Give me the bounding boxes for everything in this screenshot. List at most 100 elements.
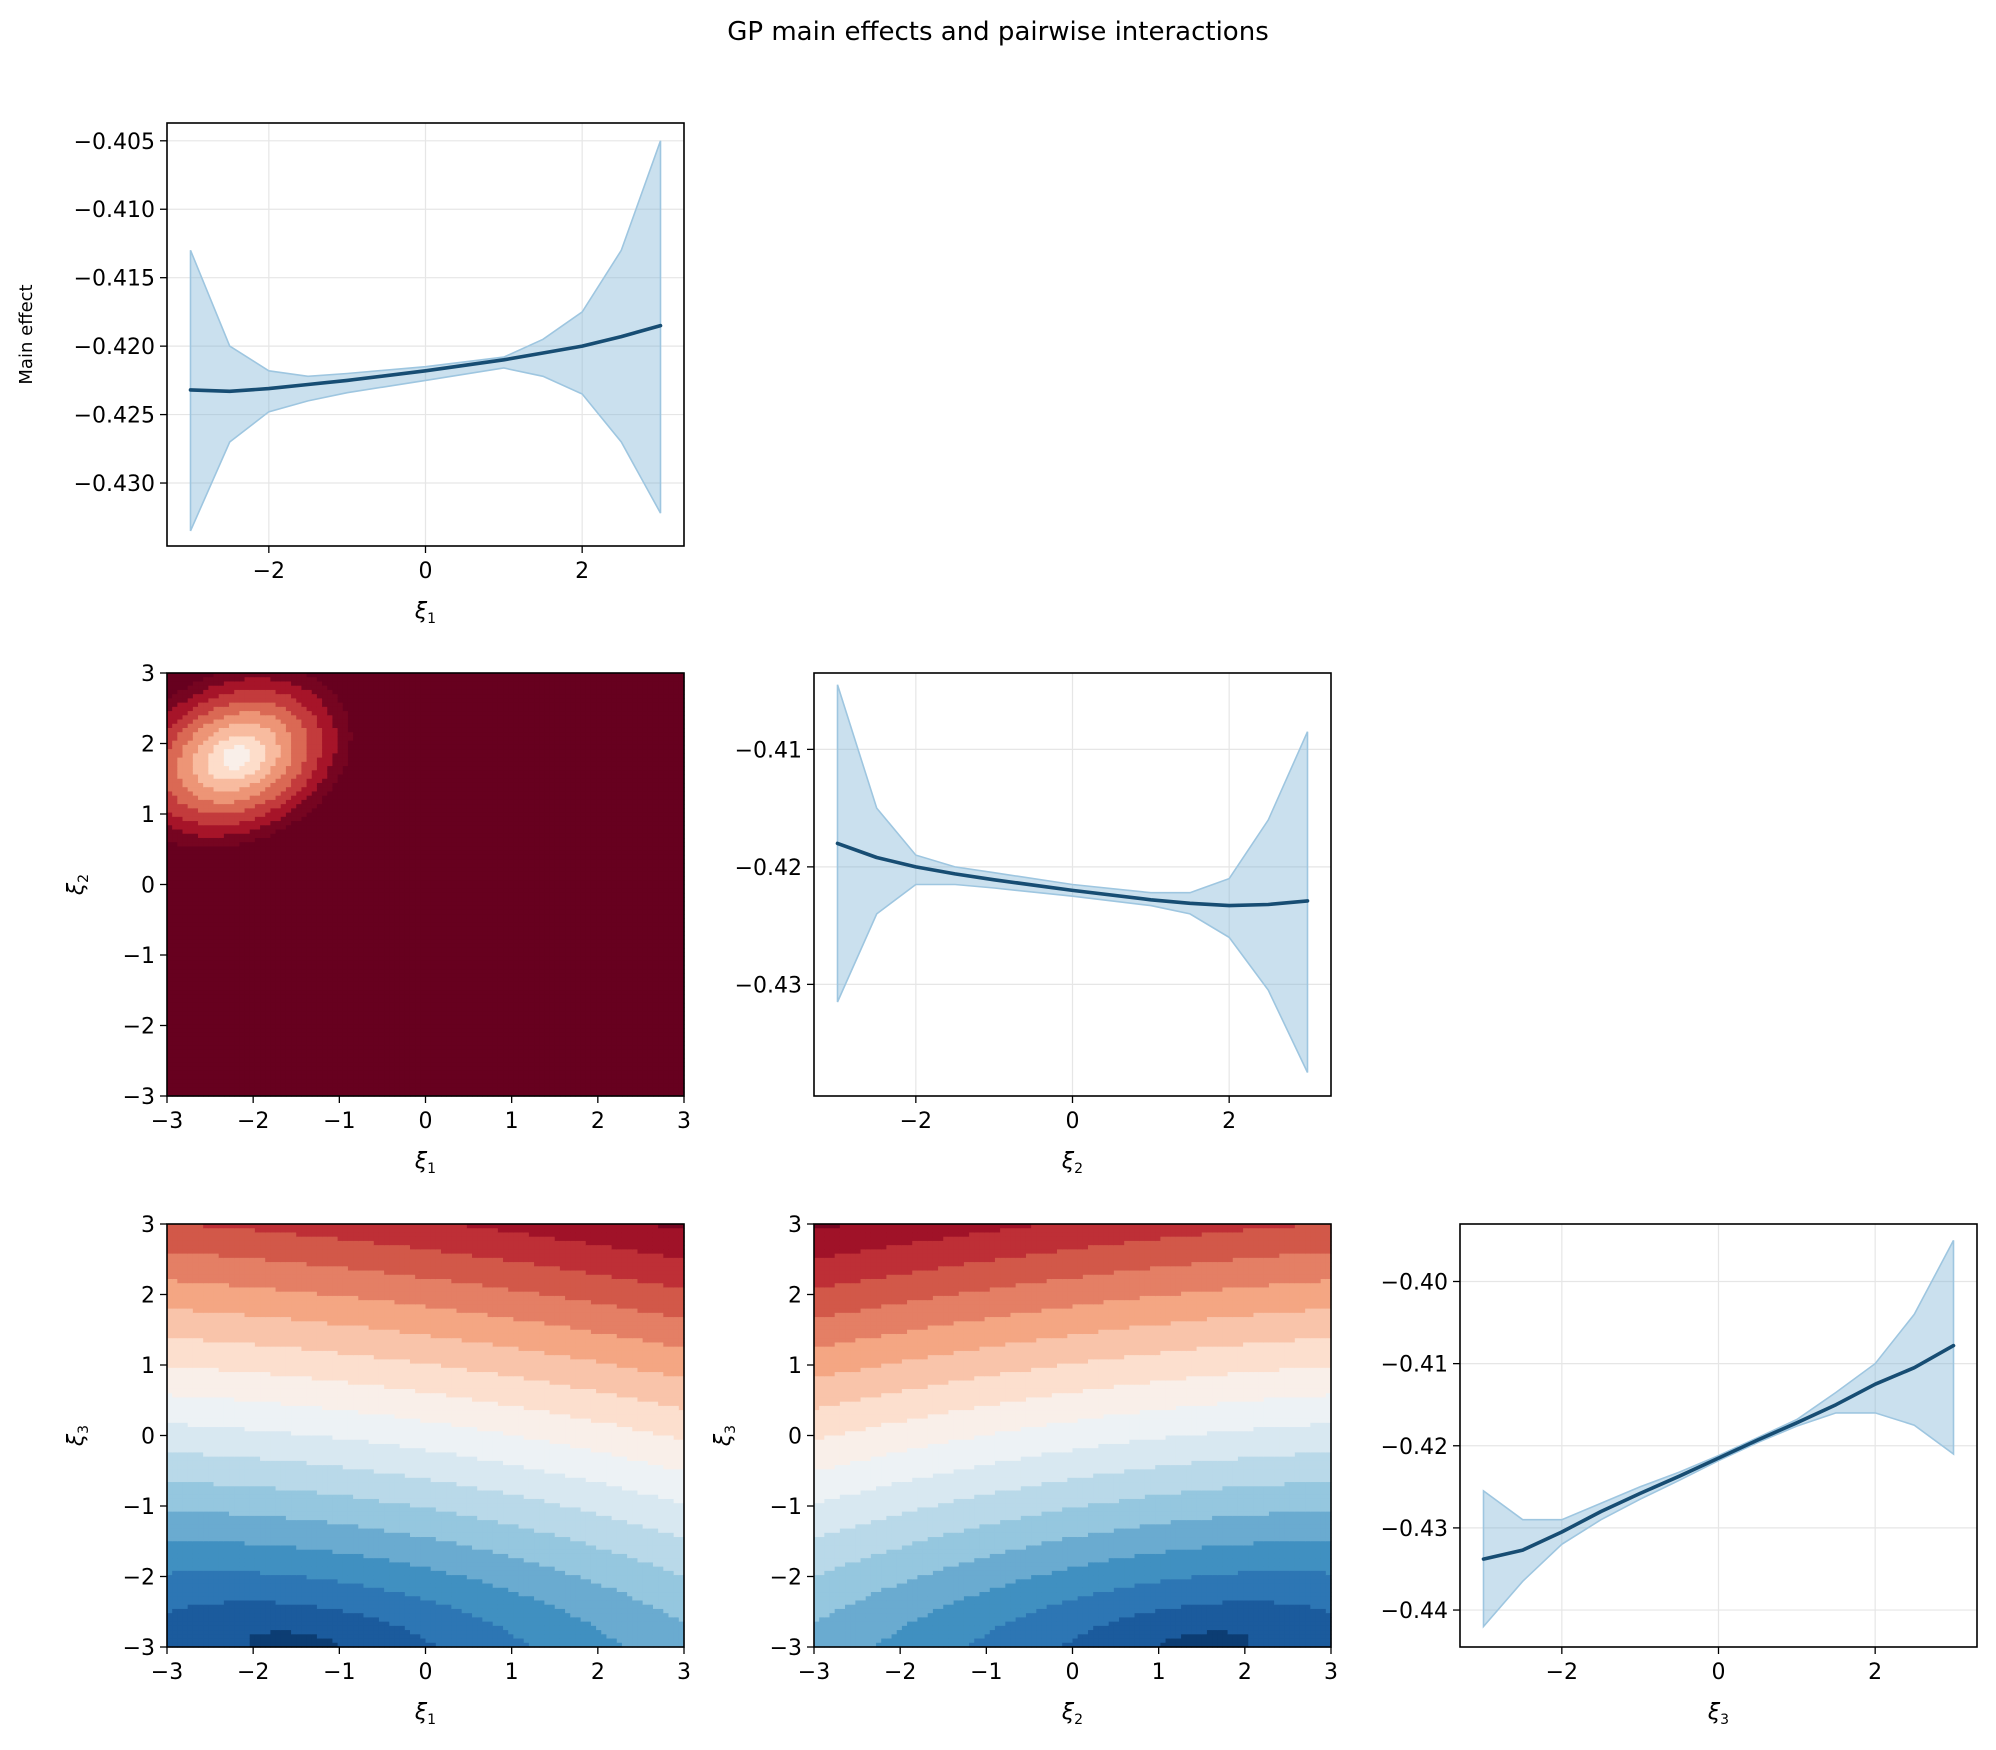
heatmap-cell bbox=[394, 812, 401, 818]
heatmap-cell bbox=[234, 1019, 240, 1025]
heatmap-cell bbox=[285, 825, 292, 831]
heatmap-cell bbox=[203, 935, 209, 941]
heatmap-cell bbox=[177, 956, 184, 962]
heatmap-cell bbox=[394, 1032, 401, 1038]
heatmap-cell bbox=[192, 778, 199, 784]
heatmap-cell bbox=[332, 787, 339, 793]
heatmap-cell bbox=[384, 909, 390, 915]
heatmap-cell bbox=[389, 1074, 396, 1080]
heatmap-cell bbox=[203, 842, 209, 848]
heatmap-cell bbox=[198, 935, 204, 941]
heatmap-cell bbox=[384, 740, 390, 746]
heatmap-cell bbox=[327, 973, 334, 979]
heatmap-cell bbox=[291, 736, 297, 742]
heatmap-cell bbox=[358, 1036, 365, 1042]
heatmap-cell bbox=[353, 706, 359, 712]
y-tick-label: −0.42 bbox=[1381, 1435, 1448, 1460]
heatmap-cell bbox=[316, 1032, 323, 1038]
heatmap-cell bbox=[223, 846, 230, 852]
heatmap-cell bbox=[223, 956, 230, 962]
heatmap-cell bbox=[177, 698, 184, 704]
heatmap-cell bbox=[306, 749, 313, 754]
heatmap-cell bbox=[415, 774, 421, 780]
heatmap-cell bbox=[301, 905, 308, 911]
heatmap-cell bbox=[409, 1041, 416, 1046]
heatmap-cell bbox=[208, 727, 215, 733]
heatmap-cell bbox=[260, 1019, 266, 1025]
heatmap-cell bbox=[368, 969, 375, 974]
heatmap-cell bbox=[316, 711, 323, 716]
heatmap-cell bbox=[373, 715, 380, 721]
heatmap-cell bbox=[373, 1070, 380, 1076]
heatmap-cell bbox=[182, 1036, 189, 1042]
heatmap-cell bbox=[182, 723, 189, 729]
heatmap-cell bbox=[368, 977, 375, 983]
heatmap-cell bbox=[291, 960, 297, 966]
heatmap-cell bbox=[213, 736, 220, 742]
heatmap-cell bbox=[260, 694, 266, 699]
heatmap-cell bbox=[394, 901, 401, 907]
heatmap-cell bbox=[223, 799, 230, 805]
heatmap-cell bbox=[198, 706, 204, 712]
heatmap-cell bbox=[229, 935, 235, 941]
heatmap-cell bbox=[275, 850, 282, 856]
heatmap-cell bbox=[316, 1049, 323, 1055]
heatmap-cell bbox=[280, 859, 287, 864]
heatmap-cell bbox=[306, 1087, 313, 1093]
heatmap-cell bbox=[316, 778, 323, 784]
heatmap-cell bbox=[213, 799, 220, 805]
heatmap-cell bbox=[167, 749, 173, 754]
heatmap-cell bbox=[260, 821, 266, 826]
heatmap-cell bbox=[409, 1015, 416, 1021]
heatmap-cell bbox=[229, 837, 235, 843]
heatmap-cell bbox=[322, 998, 328, 1004]
heatmap-cell bbox=[368, 842, 375, 848]
heatmap-cell bbox=[322, 770, 328, 776]
heatmap-cell bbox=[373, 871, 380, 877]
heatmap-cell bbox=[311, 740, 318, 746]
heatmap-cell bbox=[301, 986, 308, 991]
heatmap-cell bbox=[280, 770, 287, 776]
heatmap-cell bbox=[249, 808, 256, 814]
heatmap-cell bbox=[404, 1045, 411, 1051]
heatmap-cell bbox=[316, 888, 323, 894]
heatmap-cell bbox=[399, 736, 406, 742]
heatmap-cell bbox=[229, 850, 235, 856]
heatmap-cell bbox=[394, 804, 401, 809]
heatmap-cell bbox=[342, 952, 349, 958]
heatmap-cell bbox=[285, 998, 292, 1004]
heatmap-cell bbox=[213, 778, 220, 784]
heatmap-cell bbox=[353, 766, 359, 771]
heatmap-cell bbox=[342, 1087, 349, 1093]
heatmap-cell bbox=[394, 884, 401, 890]
heatmap-cell bbox=[203, 994, 209, 1000]
heatmap-cell bbox=[337, 1011, 344, 1017]
heatmap-cell bbox=[270, 787, 277, 793]
heatmap-cell bbox=[291, 947, 297, 953]
heatmap-cell bbox=[280, 884, 287, 890]
heatmap-cell bbox=[399, 770, 406, 776]
heatmap-cell bbox=[249, 795, 256, 801]
heatmap-cell bbox=[353, 677, 359, 683]
heatmap-cell bbox=[187, 757, 194, 763]
heatmap-cell bbox=[218, 871, 225, 877]
heatmap-cell bbox=[260, 871, 266, 877]
heatmap-cell bbox=[368, 1024, 375, 1029]
heatmap-cell bbox=[234, 1066, 240, 1072]
heatmap-cell bbox=[177, 1015, 184, 1021]
heatmap-cell bbox=[384, 761, 390, 767]
heatmap-cell bbox=[229, 787, 235, 793]
heatmap-cell bbox=[203, 876, 209, 881]
heatmap-cell bbox=[223, 876, 230, 881]
heatmap-cell bbox=[322, 1002, 328, 1008]
heatmap-cell bbox=[394, 782, 401, 788]
heatmap-cell bbox=[399, 761, 406, 767]
heatmap-cell bbox=[311, 973, 318, 979]
heatmap-cell bbox=[265, 829, 271, 835]
heatmap-cell bbox=[223, 723, 230, 729]
heatmap-cell bbox=[291, 808, 297, 814]
heatmap-cell bbox=[291, 677, 297, 683]
heatmap-cell bbox=[223, 914, 230, 919]
heatmap-cell bbox=[378, 1074, 385, 1080]
heatmap-cell bbox=[415, 1028, 421, 1034]
